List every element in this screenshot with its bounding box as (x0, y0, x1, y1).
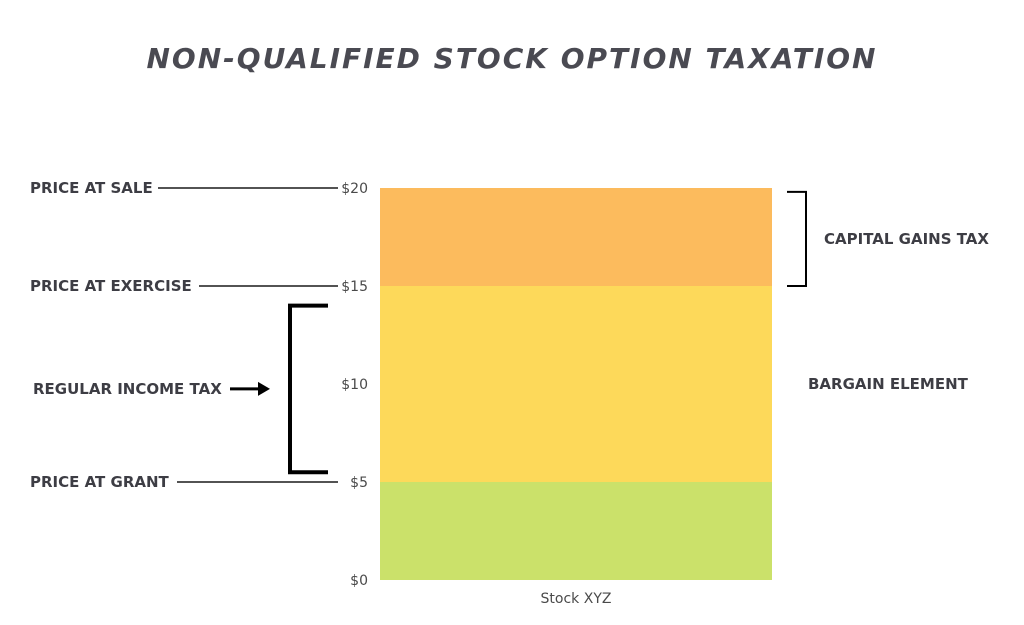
marker-price-at-grant: PRICE AT GRANT (30, 473, 338, 491)
chart-title: NON-QUALIFIED STOCK OPTION TAXATION (147, 42, 878, 75)
bar-segment-15-20 (380, 188, 772, 286)
y-tick-label: $5 (350, 475, 368, 491)
y-tick-label: $20 (341, 181, 368, 197)
bar-segment-0-5 (380, 482, 772, 580)
bracket-regular-income-tax: REGULAR INCOME TAX (33, 303, 328, 475)
y-axis-ticks: $0 $5 $10 $15 $20 (341, 181, 368, 589)
marker-label: PRICE AT EXERCISE (30, 277, 192, 295)
tax-brackets: REGULAR INCOME TAX CAPITAL GAINS TAX (33, 190, 989, 475)
bar-segment-5-15 (380, 286, 772, 482)
marker-label: PRICE AT SALE (30, 179, 153, 197)
y-tick-label: $0 (350, 573, 368, 589)
marker-price-at-exercise: PRICE AT EXERCISE (30, 277, 338, 295)
price-markers: PRICE AT SALE PRICE AT EXERCISE PRICE AT G… (30, 179, 338, 491)
bracket-capital-gains-tax: CAPITAL GAINS TAX (787, 190, 989, 287)
marker-label: PRICE AT GRANT (30, 473, 170, 491)
y-tick-label: $10 (341, 377, 368, 393)
x-axis-ticks: Stock XYZ (541, 591, 612, 607)
segment-label-bargain-element: BARGAIN ELEMENT (808, 375, 969, 393)
bracket-shape (787, 190, 807, 287)
bracket-label: REGULAR INCOME TAX (33, 380, 222, 398)
stacked-bar (380, 188, 772, 580)
marker-price-at-sale: PRICE AT SALE (30, 179, 338, 197)
y-tick-label: $15 (341, 279, 368, 295)
bracket-shape (288, 303, 328, 475)
segment-labels: BARGAIN ELEMENT (808, 375, 969, 393)
bracket-label: CAPITAL GAINS TAX (824, 230, 989, 248)
x-tick-label: Stock XYZ (541, 591, 612, 607)
arrow-right-icon (258, 381, 270, 396)
